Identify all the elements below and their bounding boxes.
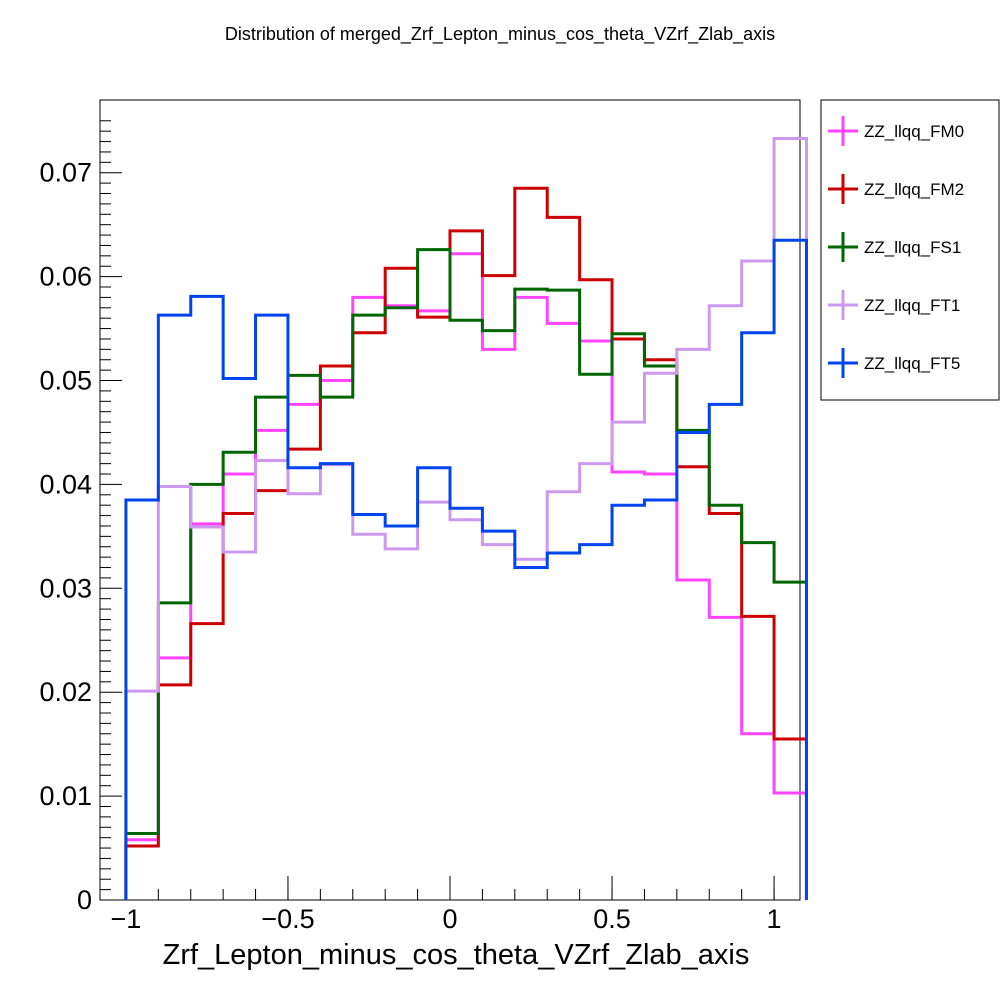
legend-label: ZZ_llqq_FT1 [864,296,960,315]
series-ZZ_llqq_FT5 [124,238,808,900]
legend-entry: ZZ_llqq_FS1 [828,232,961,262]
legend-entry: ZZ_llqq_FM2 [828,174,964,204]
legend-entry: ZZ_llqq_FT1 [828,290,960,320]
x-tick-label: −1 [111,904,142,934]
y-tick-label: 0.06 [39,262,92,292]
legend-entry: ZZ_llqq_FT5 [828,348,960,378]
legend-entry: ZZ_llqq_FM0 [828,116,964,146]
y-tick-label: 0.04 [39,469,92,499]
x-axis-label: Zrf_Lepton_minus_cos_theta_VZrf_Zlab_axi… [163,939,750,971]
x-tick-label: −0.5 [261,904,314,934]
y-tick-label: 0.05 [39,366,92,396]
y-tick-label: 0.01 [39,781,92,811]
y-tick-label: 0.02 [39,677,92,707]
x-tick-label: 1 [767,904,782,934]
y-tick-label: 0.03 [39,573,92,603]
series-ZZ_llqq_FT1 [124,136,808,900]
x-tick-label: 0 [442,904,457,934]
x-tick-label: 0.5 [593,904,631,934]
legend: ZZ_llqq_FM0 ZZ_llqq_FM2 ZZ_llqq_FS1 ZZ_llqq… [820,99,1000,401]
series-layer [124,136,808,900]
series-ZZ_llqq_FM2 [124,186,808,900]
legend-label: ZZ_llqq_FM0 [864,122,964,141]
legend-label: ZZ_llqq_FS1 [864,238,961,257]
y-tick-label: 0.07 [39,158,92,188]
x-axis: −1 −0.5 0 0.5 1 [111,876,782,934]
legend-box [820,99,1000,401]
legend-label: ZZ_llqq_FT5 [864,354,960,373]
legend-label: ZZ_llqq_FM2 [864,180,964,199]
y-tick-label: 0 [77,885,92,915]
chart-title: Distribution of merged_Zrf_Lepton_minus_… [225,24,775,45]
series-ZZ_llqq_FS1 [124,248,808,900]
series-ZZ_llqq_FM0 [124,252,808,900]
y-axis: 0 0.01 0.02 0.03 0.04 0.05 0.06 0.07 [39,120,122,915]
